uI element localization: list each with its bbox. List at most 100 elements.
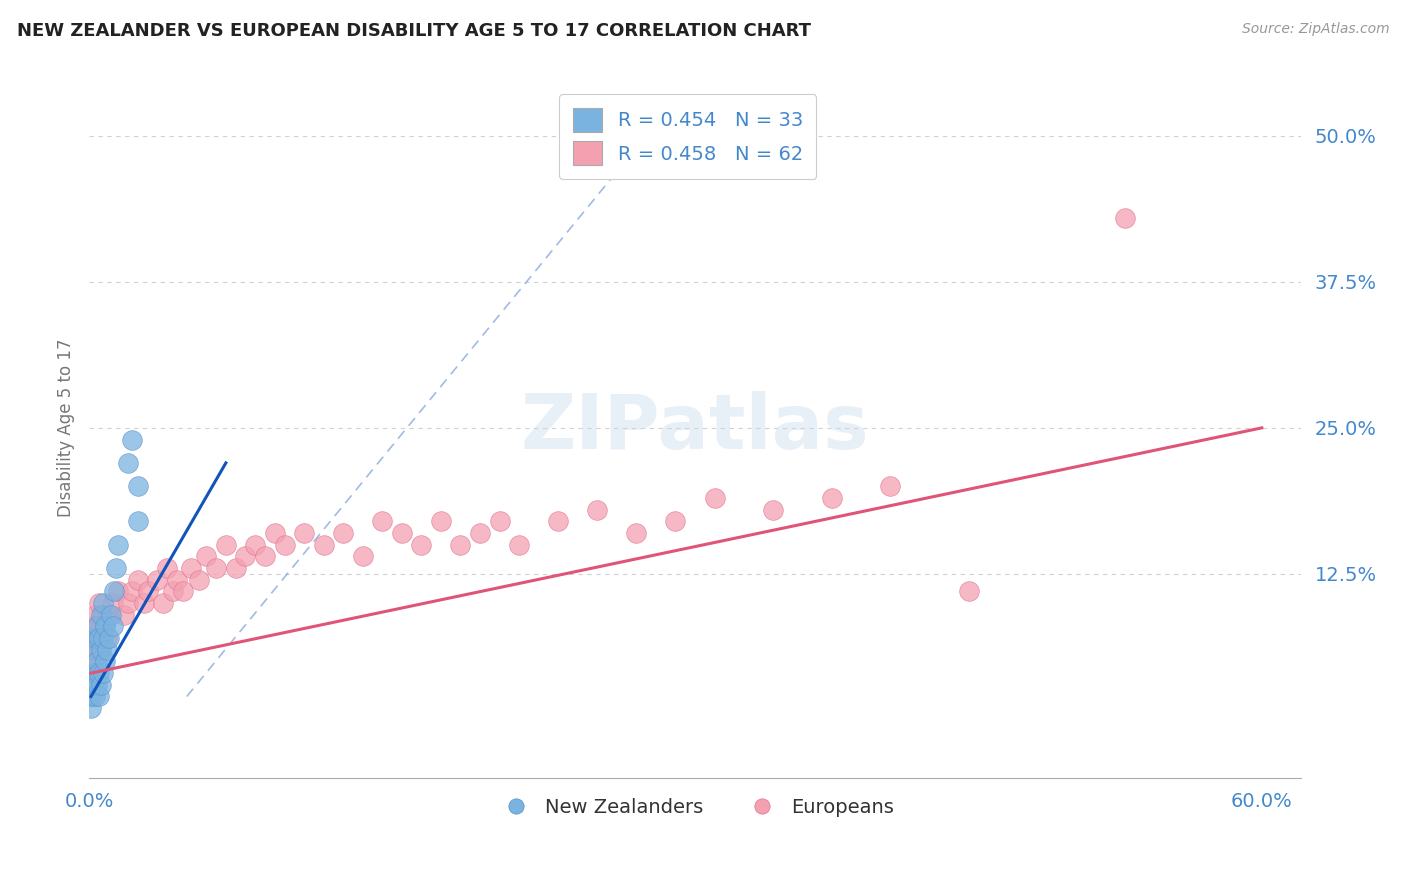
Point [80, 701, 103, 715]
Point [91, 631, 114, 645]
Point [87, 631, 110, 645]
Point [664, 514, 686, 528]
Point [626, 525, 648, 540]
Point [117, 456, 139, 470]
Point [180, 561, 202, 575]
Point [80, 631, 103, 645]
Point [146, 573, 169, 587]
Point [235, 549, 257, 564]
Text: NEW ZEALANDER VS EUROPEAN DISABILITY AGE 5 TO 17 CORRELATION CHART: NEW ZEALANDER VS EUROPEAN DISABILITY AGE… [17, 22, 811, 40]
Point [430, 514, 453, 528]
Point [156, 561, 179, 575]
Point [84, 631, 107, 645]
Point [86, 619, 108, 633]
Point [821, 491, 844, 505]
Point [90, 678, 112, 692]
Point [84, 666, 107, 681]
Point [1114, 211, 1136, 225]
Point [547, 514, 569, 528]
Point [263, 525, 285, 540]
Text: ZIPatlas: ZIPatlas [520, 391, 869, 465]
Point [273, 538, 295, 552]
Point [90, 631, 112, 645]
Point [292, 525, 315, 540]
Point [86, 619, 108, 633]
Point [82, 642, 104, 657]
Point [172, 584, 194, 599]
Point [152, 596, 174, 610]
Point [332, 525, 354, 540]
Point [879, 479, 901, 493]
Point [86, 655, 108, 669]
Point [80, 655, 103, 669]
Point [762, 502, 785, 516]
Point [93, 655, 115, 669]
Point [166, 573, 188, 587]
Point [136, 584, 159, 599]
Point [87, 596, 110, 610]
Point [312, 538, 335, 552]
Point [253, 549, 276, 564]
Y-axis label: Disability Age 5 to 17: Disability Age 5 to 17 [58, 339, 75, 517]
Point [91, 666, 114, 681]
Legend: New Zealanders, Europeans: New Zealanders, Europeans [489, 790, 901, 824]
Point [121, 433, 143, 447]
Point [703, 491, 725, 505]
Point [508, 538, 530, 552]
Point [225, 561, 247, 575]
Point [93, 619, 115, 633]
Point [97, 631, 120, 645]
Point [82, 666, 104, 681]
Point [371, 514, 394, 528]
Point [215, 538, 238, 552]
Point [87, 690, 110, 704]
Point [411, 538, 433, 552]
Point [205, 561, 228, 575]
Point [101, 596, 124, 610]
Point [97, 607, 120, 622]
Point [87, 642, 110, 657]
Point [187, 573, 209, 587]
Point [127, 514, 149, 528]
Point [391, 525, 413, 540]
Point [100, 607, 122, 622]
Point [84, 607, 107, 622]
Point [107, 584, 129, 599]
Point [245, 538, 267, 552]
Point [82, 678, 104, 692]
Point [488, 514, 510, 528]
Point [90, 607, 112, 622]
Point [80, 690, 103, 704]
Text: Source: ZipAtlas.com: Source: ZipAtlas.com [1241, 22, 1389, 37]
Point [132, 596, 155, 610]
Point [468, 525, 491, 540]
Point [93, 619, 115, 633]
Point [957, 584, 980, 599]
Point [112, 607, 135, 622]
Point [107, 538, 129, 552]
Point [103, 584, 125, 599]
Point [121, 584, 143, 599]
Point [101, 619, 124, 633]
Point [105, 561, 128, 575]
Point [96, 631, 118, 645]
Point [127, 479, 149, 493]
Point [82, 666, 104, 681]
Point [586, 502, 609, 516]
Point [87, 666, 110, 681]
Point [91, 607, 114, 622]
Point [84, 642, 107, 657]
Point [90, 642, 112, 657]
Point [352, 549, 374, 564]
Point [117, 596, 139, 610]
Point [86, 678, 108, 692]
Point [127, 573, 149, 587]
Point [162, 584, 184, 599]
Point [82, 619, 104, 633]
Point [84, 690, 107, 704]
Point [449, 538, 471, 552]
Point [91, 596, 114, 610]
Point [195, 549, 218, 564]
Point [96, 642, 118, 657]
Point [86, 655, 108, 669]
